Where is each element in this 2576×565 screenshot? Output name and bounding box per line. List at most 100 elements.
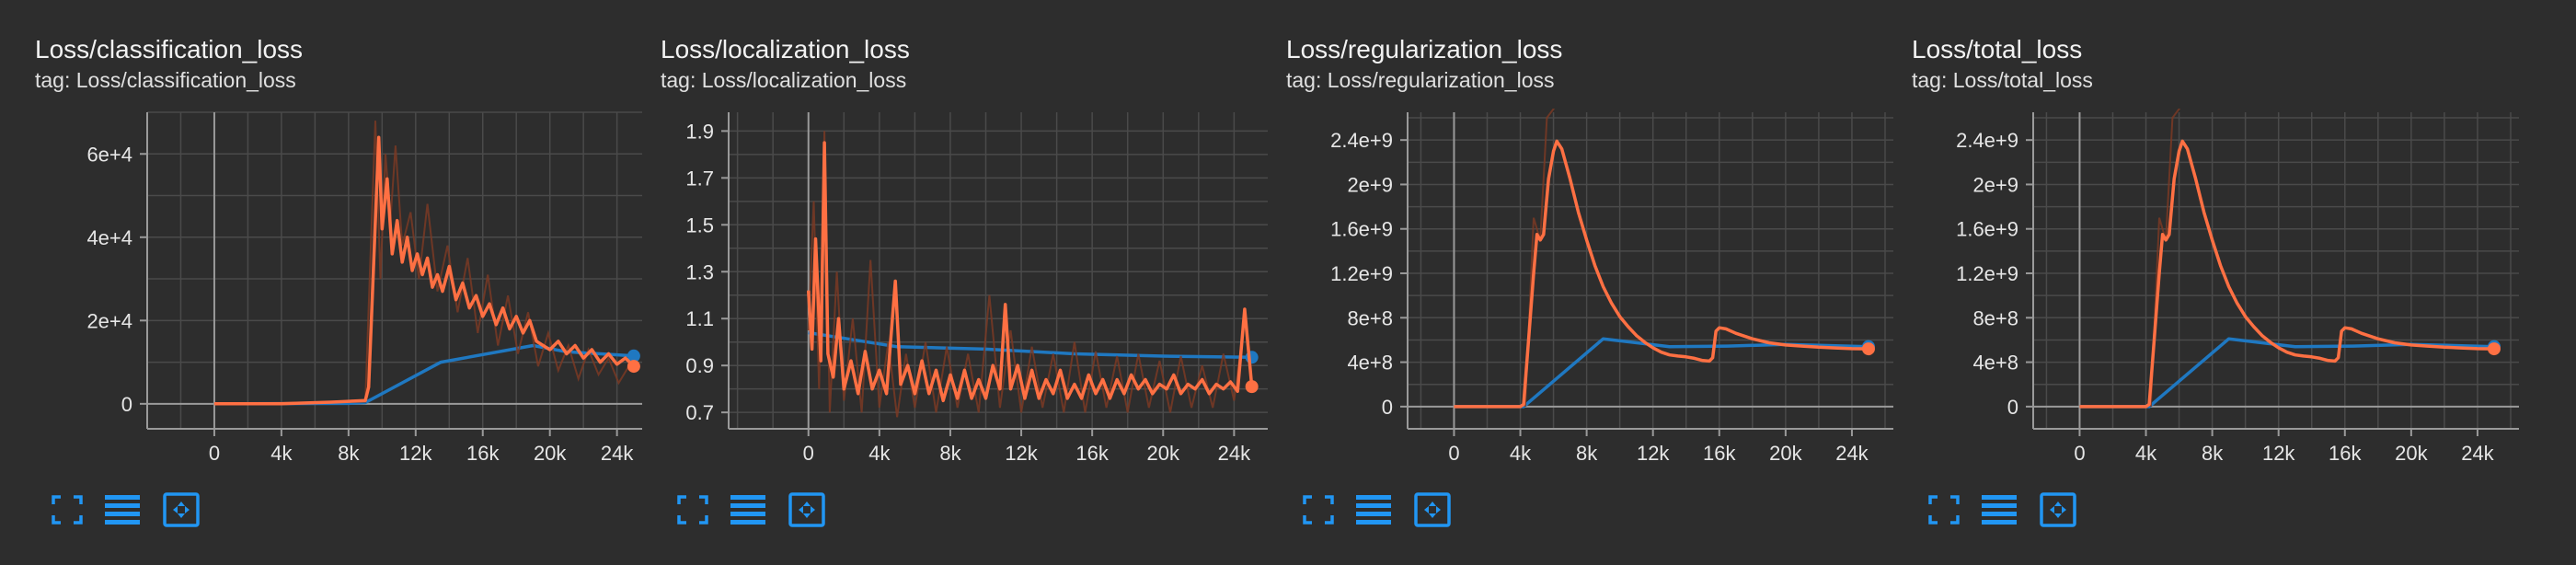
chart-card: Loss/total_loss tag: Loss/total_loss 0 4k 8k…: [1877, 0, 2519, 565]
x-tick-label: 24k: [1835, 442, 1869, 465]
fullscreen-icon[interactable]: [48, 491, 86, 528]
x-tick-label: 20k: [534, 442, 567, 465]
x-tick-label: 16k: [2329, 442, 2362, 465]
x-tick-label: 8k: [939, 442, 961, 465]
chart-subtitle: tag: Loss/regularization_loss: [1286, 68, 1555, 92]
line-chart[interactable]: 0 4k 8k 12k 16k 20k 24k 0 2e+4 4e+4 6e+4: [0, 0, 644, 479]
y-tick-label: 1.1: [685, 307, 714, 330]
x-tick-label: 20k: [1769, 442, 1802, 465]
fullscreen-icon[interactable]: [673, 491, 712, 528]
x-tick-label: 20k: [2395, 442, 2428, 465]
series-end-point: [627, 349, 640, 363]
x-tick-label: 4k: [868, 442, 891, 465]
y-tick-label: 1.9: [685, 120, 714, 143]
x-tick-label: 16k: [1075, 442, 1109, 465]
y-tick-label: 2.4e+9: [1956, 129, 2018, 152]
chart-subtitle: tag: Loss/localization_loss: [661, 68, 907, 92]
smoothed-series-line: [806, 141, 1254, 403]
x-tick-label: 8k: [2202, 442, 2224, 465]
y-tick-label: 1.6e+9: [1956, 218, 2018, 241]
x-tick-label: 16k: [466, 442, 500, 465]
series-end-point: [1861, 342, 1875, 356]
chart-card: Loss/classification_loss tag: Loss/classi…: [0, 0, 642, 565]
fit-domain-icon[interactable]: [162, 491, 201, 528]
y-tick-label: 2.4e+9: [1330, 129, 1393, 152]
x-tick-label: 0: [209, 442, 220, 465]
grid: [2033, 112, 2519, 430]
y-tick-label: 1.7: [685, 167, 714, 190]
smoothed-series-line: [2079, 337, 2495, 409]
chart-title: Loss/localization_loss: [661, 35, 910, 63]
x-tick-label: 12k: [1005, 442, 1038, 465]
chart-card: Loss/regularization_loss tag: Loss/regula…: [1251, 0, 1893, 565]
y-tick-label: 1.2e+9: [1956, 262, 2018, 285]
chart-subtitle: tag: Loss/total_loss: [1912, 68, 2093, 92]
x-tick-label: 12k: [399, 442, 432, 465]
x-tick-label: 4k: [2135, 442, 2157, 465]
toggle-log-scale-icon[interactable]: [729, 491, 767, 528]
series-eval: [1454, 337, 1869, 409]
toggle-log-scale-icon[interactable]: [1354, 491, 1393, 528]
series-train: [213, 121, 636, 406]
x-tick-label: 0: [803, 442, 814, 465]
x-tick-label: 20k: [1147, 442, 1180, 465]
y-tick-label: 1.5: [685, 213, 714, 236]
y-tick-label: 8e+8: [1972, 306, 2018, 329]
fullscreen-icon[interactable]: [1299, 491, 1338, 528]
y-tick-label: 2e+9: [1347, 173, 1393, 196]
fit-domain-icon[interactable]: [2039, 491, 2077, 528]
line-chart[interactable]: 0 4k 8k 12k 16k 20k 24k 0 4e+8 8e+8 1.2e+9 1.6e+9 2e…: [1877, 0, 2521, 479]
x-tick-label: 16k: [1703, 442, 1736, 465]
raw-series-line: [213, 121, 635, 405]
x-tick-label: 12k: [1637, 442, 1670, 465]
x-tick-label: 4k: [1510, 442, 1532, 465]
series-eval: [808, 330, 1252, 360]
y-tick-label: 0.7: [685, 401, 714, 424]
y-tick-label: 4e+4: [86, 226, 132, 249]
x-tick-label: 24k: [601, 442, 634, 465]
y-tick-label: 0: [2007, 396, 2018, 419]
y-tick-label: 2e+4: [86, 309, 132, 332]
y-tick-label: 4e+8: [1972, 352, 2018, 375]
x-tick-label: 24k: [1218, 442, 1251, 465]
x-tick-label: 24k: [2461, 442, 2494, 465]
fit-domain-icon[interactable]: [788, 491, 826, 528]
fit-domain-icon[interactable]: [1413, 491, 1452, 528]
x-tick-label: 4k: [270, 442, 293, 465]
x-tick-label: 12k: [2262, 442, 2295, 465]
y-tick-label: 8e+8: [1347, 306, 1393, 329]
grid: [1408, 112, 1893, 430]
y-tick-label: 1.3: [685, 260, 714, 283]
y-tick-label: 1.6e+9: [1330, 218, 1393, 241]
x-tick-label: 8k: [338, 442, 360, 465]
y-tick-label: 0: [1382, 396, 1393, 419]
series-train: [2079, 109, 2495, 409]
chart-title: Loss/total_loss: [1912, 35, 2083, 63]
x-tick-label: 0: [1448, 442, 1459, 465]
chart-card: Loss/localization_loss tag: Loss/localiza…: [626, 0, 1268, 565]
chart-title: Loss/regularization_loss: [1286, 35, 1563, 63]
fullscreen-icon[interactable]: [1925, 491, 1963, 528]
smoothed-series-line: [1454, 337, 1869, 409]
y-tick-label: 0.9: [685, 354, 714, 377]
x-tick-label: 0: [2074, 442, 2085, 465]
chart-subtitle: tag: Loss/classification_loss: [35, 68, 296, 92]
line-chart[interactable]: 0 4k 8k 12k 16k 20k 24k 0.7 0.9 1.1 1.3 1.5 1.7 1.9: [626, 0, 1270, 479]
y-tick-label: 1.2e+9: [1330, 262, 1393, 285]
smoothed-series-line: [213, 135, 636, 406]
series-train: [1454, 109, 1869, 409]
chart-title: Loss/classification_loss: [35, 35, 304, 63]
series-eval: [2079, 337, 2495, 409]
line-chart[interactable]: 0 4k 8k 12k 16k 20k 24k 0 4e+8 8e+8 1.2e+9 1.6e+9 2e…: [1251, 0, 1895, 479]
series-end-point: [627, 360, 640, 374]
y-tick-label: 6e+4: [86, 143, 132, 166]
x-tick-label: 8k: [1576, 442, 1598, 465]
smoothed-series-line: [2079, 139, 2495, 409]
toggle-log-scale-icon[interactable]: [103, 491, 142, 528]
smoothed-series-line: [1454, 139, 1869, 409]
y-tick-label: 2e+9: [1972, 173, 2018, 196]
toggle-log-scale-icon[interactable]: [1980, 491, 2018, 528]
series-end-point: [1245, 380, 1259, 394]
series-end-point: [2487, 342, 2501, 356]
